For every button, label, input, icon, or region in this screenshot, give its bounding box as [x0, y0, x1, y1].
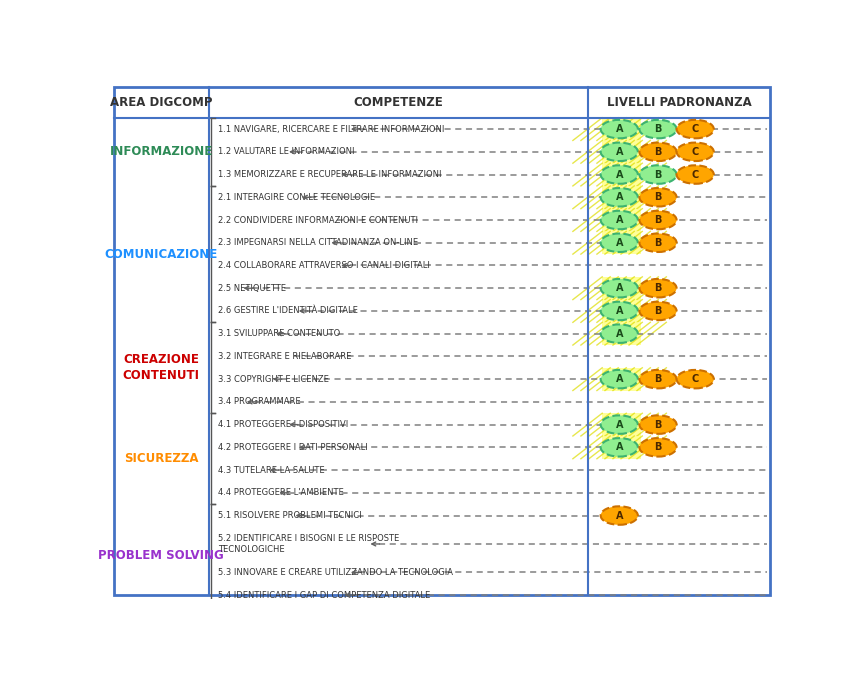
Text: 2.6 GESTIRE L'IDENTITÀ DIGITALE: 2.6 GESTIRE L'IDENTITÀ DIGITALE [218, 306, 357, 316]
Ellipse shape [600, 324, 637, 343]
Ellipse shape [639, 166, 676, 184]
Text: A: A [615, 192, 623, 203]
Text: A: A [615, 238, 623, 248]
Ellipse shape [639, 438, 676, 456]
Text: AREA DIGCOMP: AREA DIGCOMP [110, 96, 212, 109]
Text: C: C [691, 170, 698, 180]
Text: 4.3 TUTELARE LA SALUTE: 4.3 TUTELARE LA SALUTE [218, 466, 324, 474]
Text: 2.3 IMPEGNARSI NELLA CITTADINANZA ON-LINE: 2.3 IMPEGNARSI NELLA CITTADINANZA ON-LIN… [218, 238, 418, 247]
Ellipse shape [676, 143, 713, 161]
Bar [602, 322, 641, 345]
Text: A: A [615, 170, 623, 180]
Text: A: A [615, 283, 623, 293]
Ellipse shape [639, 302, 676, 320]
Text: 4.4 PROTEGGERE L'AMBIENTE: 4.4 PROTEGGERE L'AMBIENTE [218, 489, 344, 497]
Bar [602, 299, 641, 322]
Bar [602, 209, 641, 232]
Text: B: B [653, 306, 661, 316]
Text: 3.3 COPYRIGHT E LICENZE: 3.3 COPYRIGHT E LICENZE [218, 375, 328, 384]
Text: 2.4 COLLABORARE ATTRAVERSO I CANALI DIGITALI: 2.4 COLLABORARE ATTRAVERSO I CANALI DIGI… [218, 261, 429, 270]
Bar [602, 163, 641, 186]
Text: 5.1 RISOLVERE PROBLEMI TECNICI: 5.1 RISOLVERE PROBLEMI TECNICI [218, 511, 361, 520]
Text: LIVELLI PADRONANZA: LIVELLI PADRONANZA [606, 96, 751, 109]
Ellipse shape [639, 211, 676, 229]
Ellipse shape [639, 120, 676, 139]
Text: C: C [691, 124, 698, 134]
Text: A: A [615, 147, 623, 157]
Text: CREAZIONE
CONTENUTI: CREAZIONE CONTENUTI [122, 353, 200, 382]
Text: A: A [615, 420, 623, 429]
Text: COMUNICAZIONE: COMUNICAZIONE [104, 248, 218, 260]
Ellipse shape [600, 370, 637, 388]
Text: 2.2 CONDIVIDERE INFORMAZIONI E CONTENUTI: 2.2 CONDIVIDERE INFORMAZIONI E CONTENUTI [218, 215, 418, 225]
Ellipse shape [600, 143, 637, 161]
Text: INFORMAZIONE: INFORMAZIONE [109, 145, 213, 158]
Bar [602, 186, 641, 209]
Ellipse shape [600, 302, 637, 320]
Text: SICUREZZA: SICUREZZA [124, 452, 198, 465]
Ellipse shape [676, 166, 713, 184]
Ellipse shape [600, 120, 637, 139]
Text: A: A [615, 442, 623, 452]
Text: 3.2 INTEGRARE E RIELABORARE: 3.2 INTEGRARE E RIELABORARE [218, 352, 350, 361]
Ellipse shape [639, 279, 676, 297]
Bar [602, 413, 641, 436]
Text: B: B [653, 192, 661, 203]
Text: A: A [615, 374, 623, 384]
Ellipse shape [600, 415, 637, 434]
Text: 4.2 PROTEGGERE I DATI PERSONALI: 4.2 PROTEGGERE I DATI PERSONALI [218, 443, 367, 452]
Text: 3.4 PROGRAMMARE: 3.4 PROGRAMMARE [218, 397, 300, 406]
Bar [602, 367, 641, 390]
Text: B: B [653, 442, 661, 452]
Ellipse shape [600, 234, 637, 252]
Text: 1.1 NAVIGARE, RICERCARE E FILTRARE INFORMAZIONI: 1.1 NAVIGARE, RICERCARE E FILTRARE INFOR… [218, 125, 443, 133]
Text: 1.3 MEMORIZZARE E RECUPERARE LE INFORMAZIONI: 1.3 MEMORIZZARE E RECUPERARE LE INFORMAZ… [218, 170, 441, 179]
Ellipse shape [639, 234, 676, 252]
Text: B: B [653, 420, 661, 429]
Text: B: B [653, 147, 661, 157]
Text: COMPETENZE: COMPETENZE [353, 96, 443, 109]
Text: B: B [653, 374, 661, 384]
Text: A: A [615, 215, 623, 225]
Text: B: B [653, 238, 661, 248]
Text: 4.1 PROTEGGERE I DISPOSITIVI: 4.1 PROTEGGERE I DISPOSITIVI [218, 420, 348, 429]
Text: C: C [691, 374, 698, 384]
Text: B: B [653, 124, 661, 134]
Text: B: B [653, 283, 661, 293]
Text: A: A [615, 328, 623, 339]
Text: C: C [691, 147, 698, 157]
Ellipse shape [676, 370, 713, 388]
Ellipse shape [600, 211, 637, 229]
Text: A: A [615, 124, 623, 134]
Bar [602, 118, 641, 141]
Ellipse shape [600, 279, 637, 297]
Text: 2.5 NETIQUETTE: 2.5 NETIQUETTE [218, 284, 286, 293]
Text: 5.2 IDENTIFICARE I BISOGNI E LE RISPOSTE
TECNOLOGICHE: 5.2 IDENTIFICARE I BISOGNI E LE RISPOSTE… [218, 534, 399, 554]
Bar [602, 141, 641, 163]
Text: A: A [615, 511, 623, 520]
Bar [602, 436, 641, 459]
Text: 5.4 IDENTIFICARE I GAP DI COMPETENZA DIGITALE: 5.4 IDENTIFICARE I GAP DI COMPETENZA DIG… [218, 591, 430, 600]
Ellipse shape [600, 188, 637, 207]
Ellipse shape [639, 370, 676, 388]
Text: 2.1 INTERAGIRE CON LE TECNOLOGIE: 2.1 INTERAGIRE CON LE TECNOLOGIE [218, 192, 375, 202]
Text: B: B [653, 170, 661, 180]
Ellipse shape [639, 188, 676, 207]
Text: 1.2 VALUTARE LE INFORMAZIONI: 1.2 VALUTARE LE INFORMAZIONI [218, 147, 354, 156]
Text: B: B [653, 215, 661, 225]
Ellipse shape [600, 438, 637, 456]
Text: 5.3 INNOVARE E CREARE UTILIZZANDO LA TECNOLOGIA: 5.3 INNOVARE E CREARE UTILIZZANDO LA TEC… [218, 568, 452, 577]
Text: PROBLEM SOLVING: PROBLEM SOLVING [98, 549, 224, 562]
Ellipse shape [676, 120, 713, 139]
Ellipse shape [600, 166, 637, 184]
Bar [602, 232, 641, 254]
Text: 3.1 SVILUPPARE CONTENUTO: 3.1 SVILUPPARE CONTENUTO [218, 329, 339, 339]
Ellipse shape [600, 506, 637, 525]
Ellipse shape [639, 415, 676, 434]
Bar [602, 277, 641, 299]
Text: A: A [615, 306, 623, 316]
Ellipse shape [639, 143, 676, 161]
